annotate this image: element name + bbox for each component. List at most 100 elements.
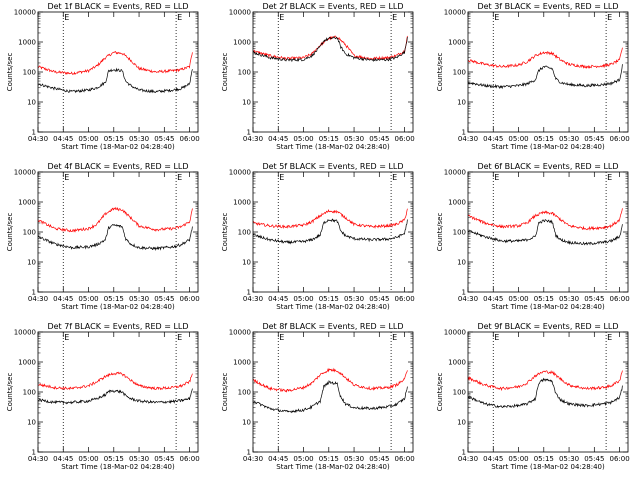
- y-tick-label: 10: [457, 99, 466, 107]
- y-tick-label: 1: [462, 449, 466, 457]
- x-tick-label: 05:15: [534, 295, 554, 303]
- y-axis-label: Counts/sec: [221, 53, 229, 92]
- x-tick-label: 06:00: [179, 295, 199, 303]
- event-marker-label: E: [177, 13, 182, 22]
- event-marker-label: E: [177, 173, 182, 182]
- series-events-line: [467, 377, 623, 409]
- y-tick-label: 10000: [14, 9, 36, 17]
- x-tick-label: 05:30: [129, 455, 149, 463]
- y-tick-label: 1000: [448, 359, 466, 367]
- y-tick-label: 10: [457, 419, 466, 427]
- series-lld-line: [467, 47, 623, 70]
- x-axis-label: Start Time (18-Mar-02 04:28:40): [491, 463, 605, 471]
- x-tick-label: 04:30: [458, 455, 478, 463]
- y-tick-label: 10: [27, 259, 36, 267]
- y-tick-label: 10000: [14, 329, 36, 337]
- x-axis-label: Start Time (18-Mar-02 04:28:40): [61, 143, 175, 151]
- series-events-line: [467, 219, 623, 246]
- x-tick-label: 05:30: [344, 295, 364, 303]
- series-lld-line: [252, 208, 408, 230]
- plot-frame: [467, 11, 629, 133]
- x-axis-label: Start Time (18-Mar-02 04:28:40): [491, 143, 605, 151]
- x-tick-label: 05:45: [584, 295, 604, 303]
- x-tick-label: 05:45: [154, 295, 174, 303]
- event-marker-label: E: [64, 333, 69, 342]
- x-tick-label: 05:45: [369, 295, 389, 303]
- x-tick-label: 05:30: [559, 455, 579, 463]
- x-tick-label: 05:45: [584, 135, 604, 143]
- y-tick-label: 1000: [18, 199, 36, 207]
- x-tick-label: 06:00: [394, 135, 414, 143]
- series-lld-line: [467, 208, 623, 231]
- x-tick-label: 05:15: [319, 295, 339, 303]
- plot-frame: [37, 331, 199, 453]
- x-tick-label: 05:00: [508, 135, 528, 143]
- x-tick-label: 04:30: [28, 295, 48, 303]
- x-tick-label: 05:00: [293, 295, 313, 303]
- y-tick-label: 1: [32, 129, 36, 137]
- chart-title: Det 2f BLACK = Events, RED = LLD: [262, 2, 403, 11]
- series-lld-line: [467, 370, 623, 392]
- y-tick-label: 100: [23, 389, 36, 397]
- x-tick-label: 04:30: [458, 295, 478, 303]
- plot-frame: [37, 11, 199, 133]
- y-axis-label: Counts/sec: [6, 53, 14, 92]
- y-tick-label: 10000: [444, 9, 466, 17]
- x-tick-label: 05:30: [129, 135, 149, 143]
- y-tick-label: 1: [247, 129, 251, 137]
- series-events-line: [252, 379, 408, 414]
- y-tick-label: 100: [238, 229, 251, 237]
- y-tick-label: 1: [32, 289, 36, 297]
- x-tick-label: 05:00: [508, 295, 528, 303]
- x-tick-label: 04:45: [268, 455, 288, 463]
- y-axis-label: Counts/sec: [221, 373, 229, 412]
- x-tick-label: 05:00: [508, 455, 528, 463]
- x-tick-label: 05:45: [369, 455, 389, 463]
- x-tick-label: 06:00: [179, 455, 199, 463]
- x-tick-label: 04:45: [53, 295, 73, 303]
- x-tick-label: 04:45: [483, 135, 503, 143]
- x-tick-label: 05:45: [154, 135, 174, 143]
- series-events-line: [37, 224, 193, 251]
- x-tick-label: 05:15: [319, 455, 339, 463]
- y-axis-label: Counts/sec: [221, 213, 229, 252]
- x-axis-label: Start Time (18-Mar-02 04:28:40): [276, 303, 390, 311]
- x-tick-label: 04:30: [28, 135, 48, 143]
- y-tick-label: 1000: [448, 199, 466, 207]
- y-tick-label: 10000: [444, 169, 466, 177]
- series-lld-line: [37, 206, 193, 233]
- x-tick-label: 05:45: [369, 135, 389, 143]
- x-tick-label: 04:30: [243, 455, 263, 463]
- plot-frame: [252, 11, 414, 133]
- event-marker-label: E: [494, 173, 499, 182]
- x-tick-label: 04:45: [53, 135, 73, 143]
- x-axis-label: Start Time (18-Mar-02 04:28:40): [491, 303, 605, 311]
- chart-title: Det 6f BLACK = Events, RED = LLD: [477, 162, 618, 171]
- y-tick-label: 1000: [233, 359, 251, 367]
- panel-6: Det 6f BLACK = Events, RED = LLD Counts/s…: [436, 162, 630, 311]
- y-tick-label: 1000: [448, 39, 466, 47]
- y-tick-label: 10: [242, 259, 251, 267]
- x-axis-label: Start Time (18-Mar-02 04:28:40): [61, 303, 175, 311]
- y-tick-label: 10: [457, 259, 466, 267]
- series-events-line: [467, 64, 623, 90]
- y-tick-label: 1000: [18, 359, 36, 367]
- x-tick-label: 06:00: [609, 135, 629, 143]
- x-tick-label: 04:45: [268, 135, 288, 143]
- chart-title: Det 1f BLACK = Events, RED = LLD: [47, 2, 188, 11]
- y-tick-label: 1: [247, 449, 251, 457]
- series-lld-line: [37, 371, 193, 391]
- series-events-line: [252, 36, 408, 63]
- x-tick-label: 05:30: [344, 455, 364, 463]
- y-tick-label: 10: [27, 99, 36, 107]
- event-marker-label: E: [392, 13, 397, 22]
- x-tick-label: 04:45: [268, 295, 288, 303]
- x-tick-label: 04:45: [53, 455, 73, 463]
- x-tick-label: 04:30: [243, 295, 263, 303]
- y-tick-label: 10000: [229, 169, 251, 177]
- panel-9: Det 9f BLACK = Events, RED = LLD Counts/s…: [436, 322, 630, 471]
- x-tick-label: 06:00: [179, 135, 199, 143]
- plot-frame: [467, 171, 629, 293]
- event-marker-label: E: [494, 333, 499, 342]
- y-tick-label: 100: [453, 389, 466, 397]
